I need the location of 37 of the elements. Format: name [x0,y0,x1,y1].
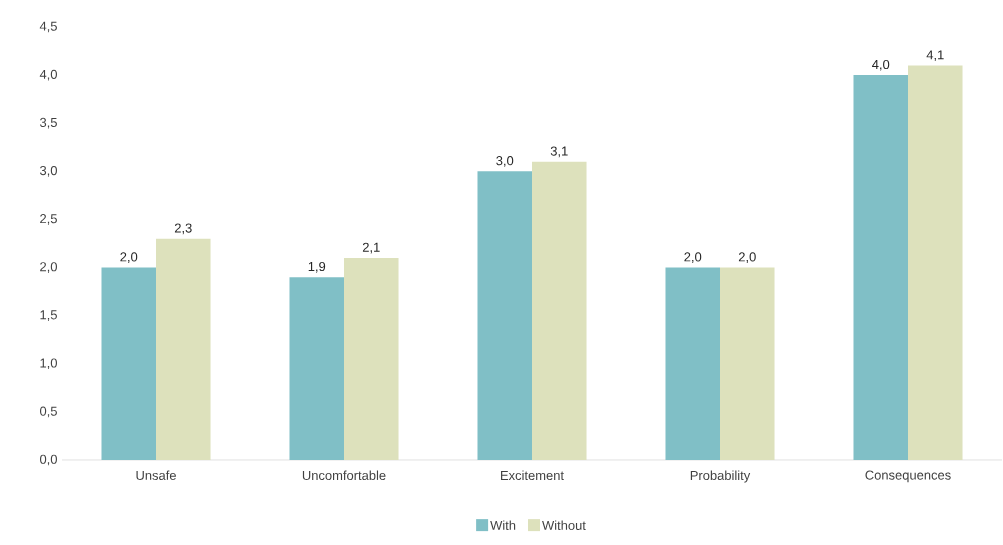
y-tick-label: 3,5 [39,117,57,129]
legend-label: Without [542,520,586,530]
y-tick-label: 4,5 [39,21,57,33]
bar [532,161,587,460]
bar [344,257,399,460]
data-label: 2,0 [120,252,138,264]
data-label: 3,0 [496,156,514,167]
data-label: 2,0 [738,252,756,264]
y-tick-label: 1,0 [40,358,57,370]
bar [720,267,775,460]
data-label: 2,0 [684,252,702,264]
x-tick-label: Unsafe [136,470,176,480]
x-tick-label: Probability [690,470,751,483]
y-tick-label: 4,0 [39,69,57,81]
bar [289,277,345,460]
bar [853,75,909,460]
bar [101,267,157,460]
bar [908,65,963,460]
data-label: 1,9 [308,261,326,273]
data-label: 2,3 [174,223,192,235]
y-tick-label: 2,0 [40,262,57,273]
data-label: 3,1 [550,146,568,158]
data-label: 4,1 [926,50,944,61]
x-tick-label: Consequences [865,470,951,483]
data-label: 2,1 [362,242,380,254]
y-tick-label: 2,5 [40,214,57,225]
x-tick-label: Uncomfortable [302,470,386,481]
y-tick-label: 3,0 [39,165,57,177]
data-label: 4,0 [872,59,890,71]
legend-label: With [490,520,516,530]
bar [665,267,721,460]
y-tick-label: 0,0 [39,454,57,466]
bar [156,238,211,460]
y-tick-label: 1,5 [40,310,57,321]
x-tick-label: Excitement [501,470,564,481]
bar [477,171,533,460]
y-tick-label: 0,5 [39,406,57,418]
